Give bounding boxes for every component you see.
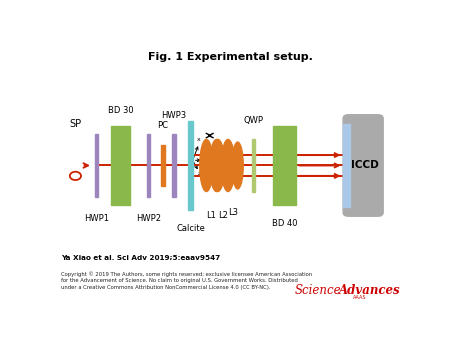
FancyBboxPatch shape: [161, 145, 166, 186]
Text: AAAS: AAAS: [353, 295, 366, 300]
Ellipse shape: [210, 140, 223, 192]
Text: Ya Xiao et al. Sci Adv 2019;5:eaav9547: Ya Xiao et al. Sci Adv 2019;5:eaav9547: [62, 255, 220, 261]
FancyBboxPatch shape: [273, 126, 296, 204]
Ellipse shape: [200, 140, 213, 192]
Text: z: z: [198, 171, 201, 176]
Text: L3: L3: [229, 209, 238, 217]
Text: ICCD: ICCD: [351, 161, 379, 170]
FancyBboxPatch shape: [147, 134, 150, 197]
Text: Science: Science: [295, 284, 342, 297]
Text: QWP: QWP: [243, 116, 263, 125]
Text: PC: PC: [158, 121, 168, 130]
FancyBboxPatch shape: [252, 140, 255, 192]
Ellipse shape: [224, 142, 235, 189]
Text: x: x: [197, 137, 201, 142]
FancyBboxPatch shape: [172, 134, 176, 197]
FancyBboxPatch shape: [343, 115, 383, 216]
Text: L2: L2: [218, 211, 228, 220]
Text: L1: L1: [207, 211, 216, 220]
FancyBboxPatch shape: [111, 126, 130, 204]
Text: SP: SP: [69, 119, 81, 129]
Text: Axis: Axis: [206, 155, 217, 160]
Text: HWP2: HWP2: [136, 214, 161, 223]
Text: Fig. 1 Experimental setup.: Fig. 1 Experimental setup.: [148, 52, 313, 62]
Ellipse shape: [212, 140, 225, 192]
Text: BD 40: BD 40: [272, 219, 297, 228]
Text: Copyright © 2019 The Authors, some rights reserved; exclusive licensee American : Copyright © 2019 The Authors, some right…: [62, 271, 313, 290]
Text: HWP3: HWP3: [162, 111, 187, 120]
FancyBboxPatch shape: [343, 124, 351, 207]
FancyBboxPatch shape: [94, 134, 98, 197]
FancyBboxPatch shape: [188, 121, 193, 210]
Text: Calcite: Calcite: [176, 224, 205, 233]
Ellipse shape: [232, 142, 243, 189]
Ellipse shape: [221, 140, 234, 192]
Text: BD 30: BD 30: [108, 106, 134, 115]
Text: HWP1: HWP1: [84, 214, 109, 223]
Text: Advances: Advances: [339, 284, 400, 297]
